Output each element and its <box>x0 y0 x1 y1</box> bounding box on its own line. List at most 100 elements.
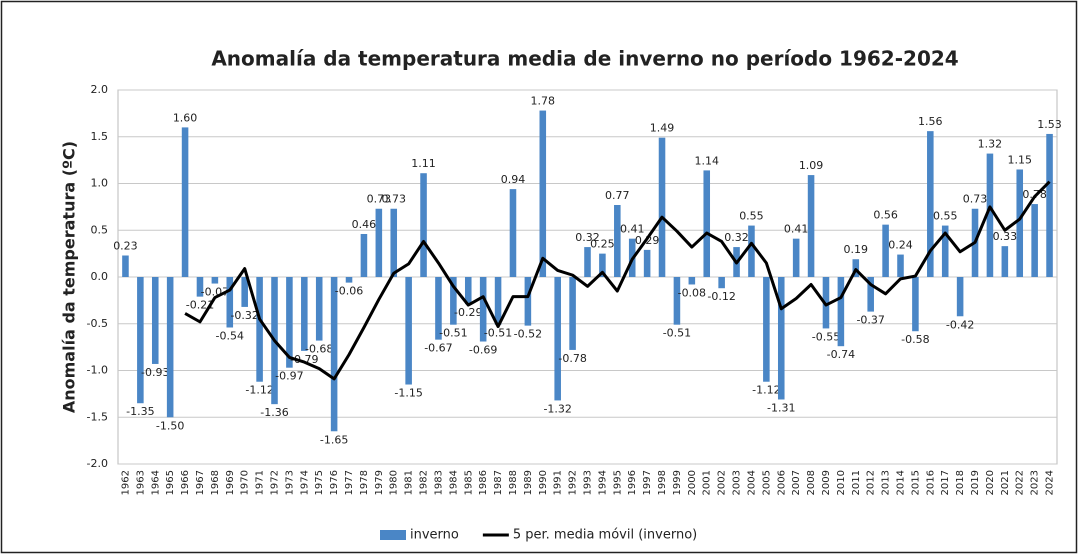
x-tick-label: 1977 <box>344 470 355 495</box>
x-tick-label: 1979 <box>374 470 385 495</box>
data-label: -0.52 <box>514 328 542 341</box>
bar <box>718 277 725 289</box>
bar <box>658 137 666 277</box>
data-label: 0.46 <box>352 218 377 231</box>
bar <box>837 277 845 347</box>
bar <box>494 277 502 325</box>
bar <box>360 233 368 277</box>
data-label: -0.54 <box>216 329 244 342</box>
data-label: 0.32 <box>724 231 749 244</box>
x-tick-label: 2012 <box>866 470 877 495</box>
bar <box>539 110 547 277</box>
y-tick-label: -2.0 <box>87 457 108 470</box>
data-label: -0.97 <box>275 370 303 383</box>
x-tick-label: 2011 <box>851 470 862 495</box>
y-tick-label: -0.5 <box>87 317 108 330</box>
bar <box>569 277 576 350</box>
x-tick-label: 2021 <box>1000 470 1011 495</box>
data-label: 0.73 <box>381 193 406 206</box>
x-tick-label: 1985 <box>463 470 474 495</box>
y-axis-label: Anomalía da temperatura (ºC) <box>60 141 79 413</box>
data-label: 0.41 <box>784 223 809 236</box>
bar <box>882 224 889 277</box>
x-tick-label: 1991 <box>553 470 564 495</box>
bar <box>599 253 606 277</box>
data-label: -1.32 <box>543 402 571 415</box>
bar <box>703 170 711 277</box>
x-tick-label: 1973 <box>284 470 295 495</box>
y-tick-label: 0.5 <box>91 223 109 236</box>
bar <box>151 277 159 364</box>
x-tick-label: 2024 <box>1045 470 1056 495</box>
bar <box>241 277 248 307</box>
data-label: -0.67 <box>424 342 452 355</box>
x-tick-label: 2019 <box>970 470 981 495</box>
data-label: 1.09 <box>799 159 824 172</box>
bar <box>330 277 338 432</box>
data-label: 1.56 <box>918 115 943 128</box>
bar <box>748 225 755 277</box>
data-label: 1.60 <box>173 111 198 124</box>
x-tick-label: 2000 <box>687 470 698 495</box>
data-label: -0.55 <box>812 330 840 343</box>
x-tick-label: 2013 <box>881 470 892 495</box>
x-tick-label: 2020 <box>985 470 996 495</box>
x-tick-label: 1986 <box>478 470 489 495</box>
x-tick-label: 1981 <box>404 470 415 495</box>
bar <box>867 277 874 312</box>
data-label: -0.12 <box>707 290 735 303</box>
data-label: 0.55 <box>933 210 958 223</box>
y-tick-label: -1.5 <box>87 410 108 423</box>
data-label: -0.06 <box>335 285 363 298</box>
bar <box>1031 204 1038 277</box>
bar <box>643 249 651 277</box>
x-tick-label: 2008 <box>806 470 817 495</box>
x-tick-label: 1996 <box>627 470 638 495</box>
data-label: -0.68 <box>305 343 333 356</box>
x-tick-label: 2010 <box>836 470 847 495</box>
x-tick-label: 1984 <box>448 470 459 495</box>
bar <box>584 247 591 277</box>
bar <box>792 238 800 277</box>
x-tick-label: 2018 <box>955 470 966 495</box>
bar <box>986 153 994 277</box>
bar <box>375 208 383 277</box>
x-tick-label: 1974 <box>299 470 310 495</box>
x-tick-label: 1971 <box>255 470 266 495</box>
data-label: -0.29 <box>454 306 482 319</box>
x-tick-label: 2004 <box>746 470 757 495</box>
data-label: -0.51 <box>484 327 512 340</box>
bar <box>181 127 189 278</box>
x-tick-label: 1962 <box>120 470 131 495</box>
x-tick-label: 1970 <box>240 470 251 495</box>
x-tick-label: 1965 <box>165 470 176 495</box>
x-tick-label: 1969 <box>225 470 236 495</box>
bar <box>420 173 427 277</box>
data-label: -0.78 <box>558 352 586 365</box>
data-label: -1.12 <box>752 384 780 397</box>
data-label: -0.79 <box>290 353 318 366</box>
legend-swatch <box>380 530 406 540</box>
data-label: -0.69 <box>469 344 497 357</box>
data-label: -1.36 <box>260 406 288 419</box>
bar <box>166 277 174 418</box>
data-label: 1.11 <box>411 157 436 170</box>
x-tick-label: 1998 <box>657 470 668 495</box>
x-tick-label: 2017 <box>940 470 951 495</box>
bar <box>763 277 770 382</box>
bar <box>912 277 919 332</box>
y-tick-label: 1.5 <box>91 130 109 143</box>
x-tick-label: 2016 <box>925 470 936 495</box>
data-label: 1.32 <box>978 138 1003 151</box>
bar <box>390 208 398 277</box>
data-label: -0.08 <box>678 286 706 299</box>
data-label: -0.51 <box>439 327 467 340</box>
bar <box>614 205 621 277</box>
data-label: 1.15 <box>1007 153 1032 166</box>
data-label: -0.37 <box>856 314 884 327</box>
data-label: 0.23 <box>113 239 138 252</box>
bar <box>509 189 517 277</box>
data-label: 0.24 <box>888 239 913 252</box>
data-label: 0.94 <box>501 173 526 186</box>
bar <box>1046 133 1053 277</box>
